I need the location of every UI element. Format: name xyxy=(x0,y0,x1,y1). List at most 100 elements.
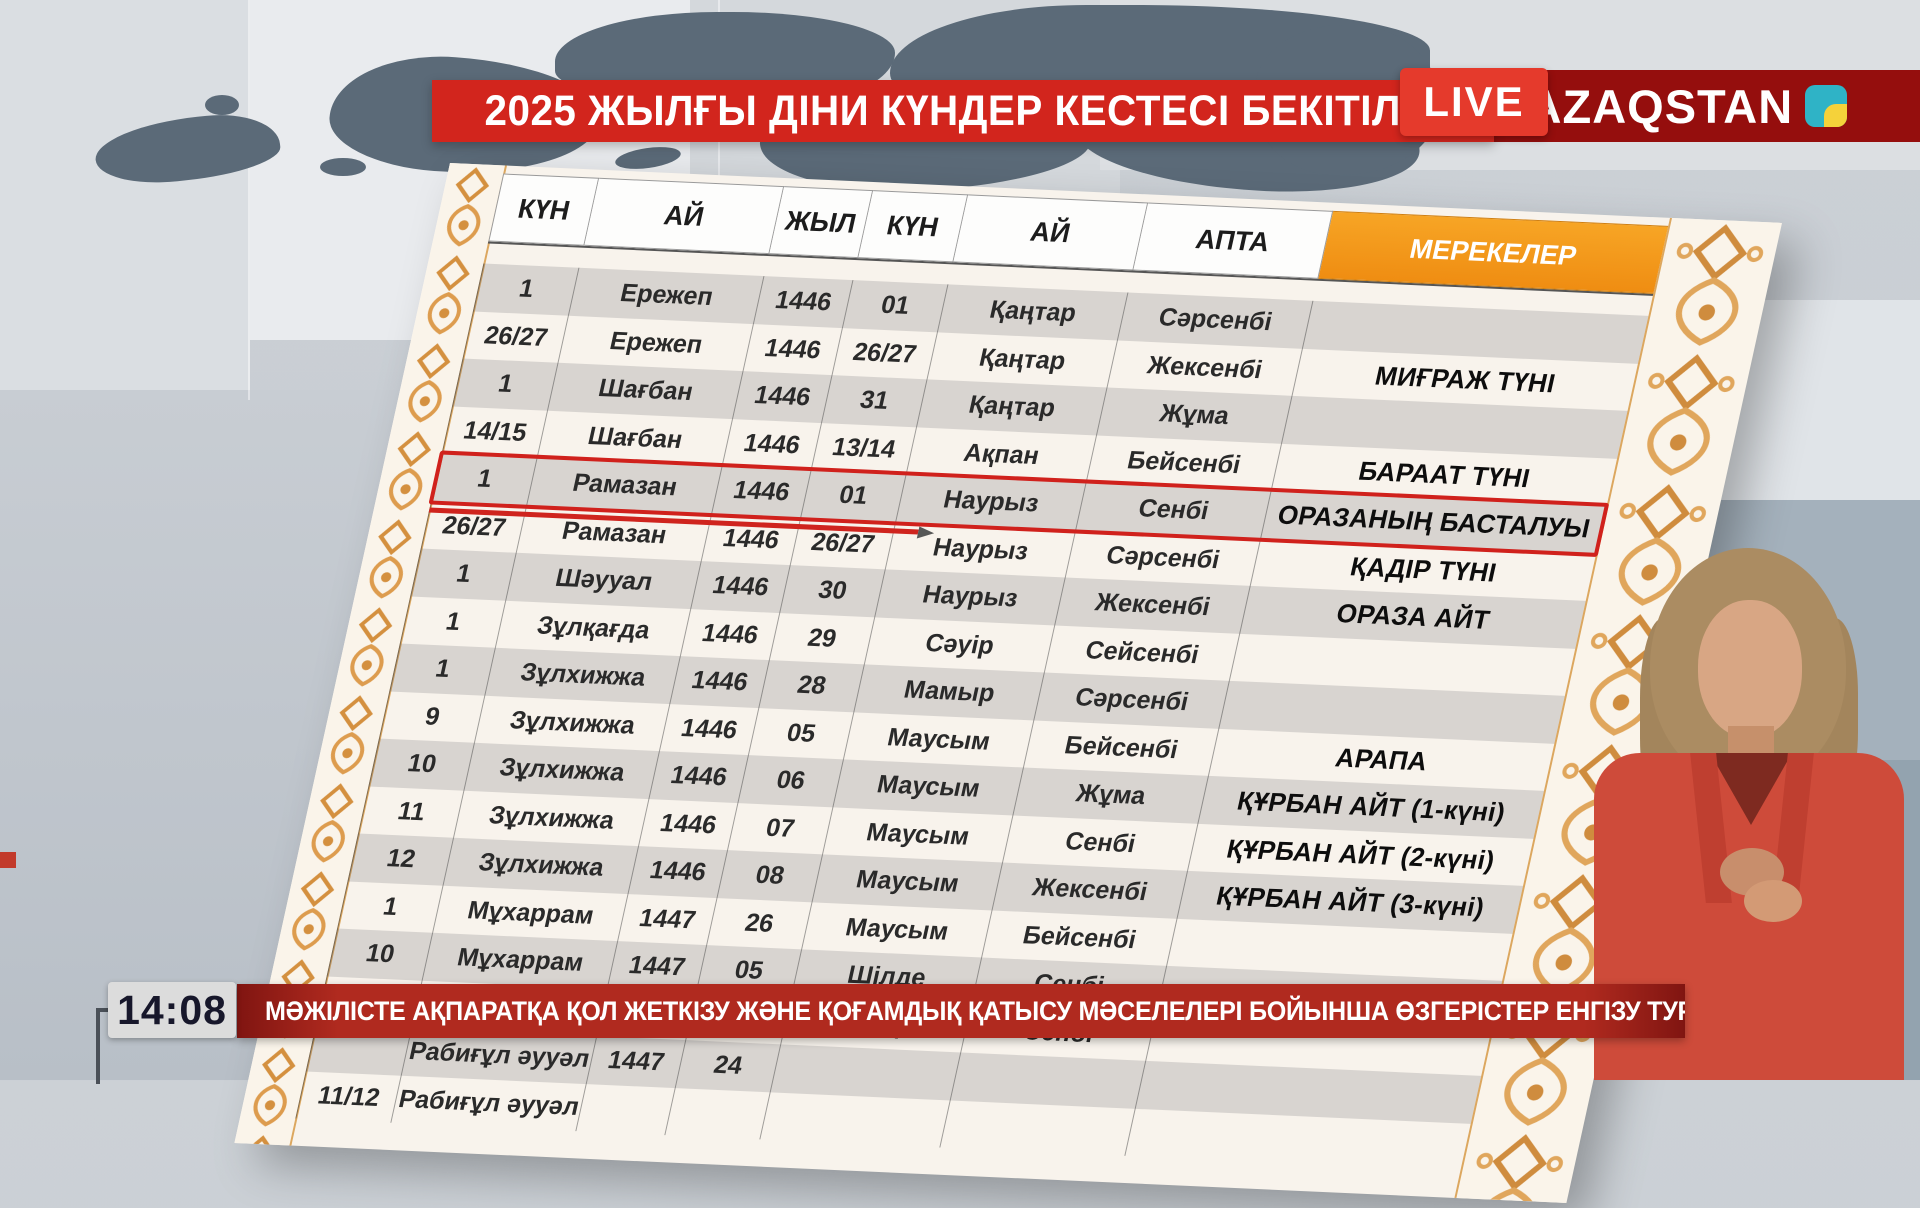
clock-time: 14:08 xyxy=(117,986,227,1033)
cell-weekday: Сейсенбі xyxy=(1044,625,1241,681)
cell-hijri-day: 1 xyxy=(431,453,539,506)
cell-hijri-year: 1446 xyxy=(733,371,833,423)
cell-greg-month: Маусым xyxy=(812,854,1004,911)
cell-greg-day: 13/14 xyxy=(811,422,918,475)
cell-greg-month: Қаңтар xyxy=(927,331,1119,388)
cell-greg-day: 26/27 xyxy=(832,327,939,380)
cell-hijri-month: Ережеп xyxy=(558,315,755,372)
cell-hijri-month: Зұлхижжа xyxy=(464,742,661,799)
cell-greg-day: 05 xyxy=(748,707,855,760)
table-header-cell: АПТА xyxy=(1133,202,1334,279)
cell-weekday: Жексенбі xyxy=(992,862,1189,919)
cell-hijri-month: Зұлқағда xyxy=(496,600,692,657)
panel-seam xyxy=(248,0,250,400)
cell-hijri-month: Шәууал xyxy=(506,552,703,609)
cell-hijri-year: 1446 xyxy=(691,561,791,613)
live-badge: LIVE xyxy=(1400,68,1548,136)
cell-weekday: Сәрсенбі xyxy=(1118,292,1314,349)
cell-greg-month: Мамыр xyxy=(854,664,1045,721)
schedule-sheet: КҮН АЙ ЖЫЛ КҮН АЙ АПТА МЕРЕКЕЛЕР 1 Ережеп 1446… xyxy=(234,162,1782,1203)
cell-weekday: Сенбі xyxy=(1003,815,1199,871)
cell-greg-day: 30 xyxy=(780,565,886,617)
cell-greg-month: Маусым xyxy=(844,711,1035,768)
cell-greg-day: 31 xyxy=(821,375,928,427)
cell-greg-month xyxy=(770,1044,962,1101)
cell-weekday: Жұма xyxy=(1097,387,1293,444)
cell-greg-month: Қаңтар xyxy=(917,379,1108,436)
cell-hijri-day: 1 xyxy=(452,358,559,411)
cell-greg-day: 29 xyxy=(769,612,876,665)
tv-frame: { "banner": { "title": "2025 ЖЫЛҒЫ ДІНИ … xyxy=(0,0,1920,1080)
cell-hijri-day: 9 xyxy=(378,690,486,743)
table-header-cell: АЙ xyxy=(584,177,785,255)
page-title: 2025 ЖЫЛҒЫ ДІНИ КҮНДЕР КЕСТЕСІ БЕКІТІЛДІ xyxy=(484,86,1442,135)
clock-badge: 14:08 xyxy=(108,982,236,1038)
cell-greg-day: 06 xyxy=(738,755,845,807)
live-badge-label: LIVE xyxy=(1423,78,1525,125)
cell-greg-month: Маусым xyxy=(802,901,993,958)
ticker-bar: МӘЖІЛІСТЕ АҚПАРАТҚА ҚОЛ ЖЕТКІЗУ ЖӘНЕ ҚОҒ… xyxy=(237,984,1685,1038)
cell-greg-day: 01 xyxy=(842,280,949,332)
cell-greg-month: Наурыз xyxy=(896,474,1087,531)
cell-weekday: Сәрсенбі xyxy=(1034,672,1230,729)
flag-icon xyxy=(1805,85,1848,127)
cell-greg-month: Наурыз xyxy=(875,569,1066,626)
cell-hijri-month: Рамазан xyxy=(527,457,723,514)
interpreter-face xyxy=(1698,600,1802,738)
table-header-cell: КҮН xyxy=(858,190,969,263)
cell-hijri-day: 11 xyxy=(358,785,465,838)
interpreter-hands xyxy=(1744,880,1802,922)
kazakh-ornament-icon xyxy=(1456,217,1782,1203)
ornament-left xyxy=(234,162,507,1146)
cell-hijri-day: 26/27 xyxy=(462,310,570,363)
cell-hijri-year: 1446 xyxy=(743,323,843,376)
ticker-text: МӘЖІЛІСТЕ АҚПАРАТҚА ҚОЛ ЖЕТКІЗУ ЖӘНЕ ҚОҒ… xyxy=(265,995,1685,1026)
cell-hijri-year: 1446 xyxy=(712,466,812,518)
cell-hijri-year: 1446 xyxy=(660,703,760,756)
cell-hijri-year: 1446 xyxy=(628,846,728,898)
cell-hijri-day: 10 xyxy=(326,928,434,981)
highlight-arrow xyxy=(917,525,936,539)
decor-red-square xyxy=(0,852,16,868)
cell-weekday: Жексенбі xyxy=(1107,340,1304,396)
cell-hijri-day: 12 xyxy=(347,833,455,886)
title-banner: 2025 ЖЫЛҒЫ ДІНИ КҮНДЕР КЕСТЕСІ БЕКІТІЛДІ xyxy=(432,80,1494,142)
cell-hijri-month: Мұхаррам xyxy=(433,885,629,942)
cell-greg-day: 28 xyxy=(759,660,866,712)
panel-seam xyxy=(718,0,720,340)
cell-hijri-month: Зұлхижжа xyxy=(454,790,650,847)
cell-greg-day: 26 xyxy=(706,897,813,950)
cell-greg-day: 08 xyxy=(717,850,824,902)
studio-panel xyxy=(0,0,250,395)
cell-hijri-month: Зұлхижжа xyxy=(485,647,682,704)
cell-greg-month: Маусым xyxy=(833,759,1025,816)
cell-hijri-year: 1446 xyxy=(649,751,749,803)
cell-hijri-month: Мұхаррам xyxy=(423,932,619,989)
cell-greg-day: 07 xyxy=(727,802,834,855)
cell-greg-day xyxy=(665,1087,771,1140)
cell-hijri-year xyxy=(576,1083,676,1136)
cell-greg-month: Қаңтар xyxy=(938,284,1129,341)
cell-hijri-month: Шағбан xyxy=(548,362,744,419)
cell-greg-day: 24 xyxy=(675,1040,782,1092)
cell-greg-month: Сәуір xyxy=(865,616,1056,673)
cell-weekday: Бейсенбі xyxy=(1024,720,1220,776)
cell-hijri-year: 1446 xyxy=(681,608,781,661)
cell-weekday: Бейсенбі xyxy=(982,910,1178,966)
cell-hijri-year: 1446 xyxy=(670,656,770,708)
cell-hijri-day: 1 xyxy=(389,643,497,696)
ornament-right xyxy=(1454,217,1782,1203)
cell-weekday: Сенбі xyxy=(1076,482,1272,539)
cell-hijri-month: Зұлхижжа xyxy=(444,837,640,894)
cell-weekday: Жұма xyxy=(1013,767,1209,824)
table-header-cell: МЕРЕКЕЛЕР xyxy=(1318,210,1669,294)
cell-hijri-month: Рабиғұл әууәл xyxy=(391,1075,588,1132)
cell-weekday: Жексенбі xyxy=(1055,577,1251,634)
table-header-cell: АЙ xyxy=(953,194,1149,271)
kazakh-ornament-icon xyxy=(234,162,505,1146)
cell-hijri-day: 10 xyxy=(368,738,476,791)
table-header-cell: КҮН xyxy=(488,173,600,246)
cell-hijri-day: 1 xyxy=(472,263,580,316)
table-header-cell: ЖЫЛ xyxy=(769,186,874,259)
cell-hijri-day: 1 xyxy=(337,880,445,933)
